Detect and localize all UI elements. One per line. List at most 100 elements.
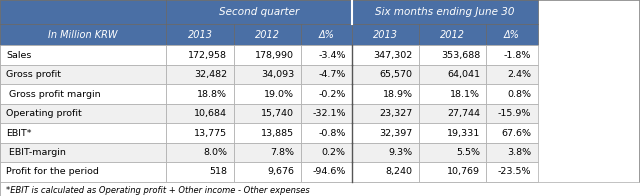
Text: -0.8%: -0.8% xyxy=(318,129,346,138)
Text: Gross profit: Gross profit xyxy=(6,70,61,79)
Text: -1.8%: -1.8% xyxy=(504,51,531,60)
Bar xyxy=(166,24,234,45)
Bar xyxy=(352,0,538,24)
Text: Profit for the period: Profit for the period xyxy=(6,168,99,176)
Bar xyxy=(486,65,538,84)
Text: -3.4%: -3.4% xyxy=(318,51,346,60)
Text: 19,331: 19,331 xyxy=(447,129,480,138)
Bar xyxy=(234,84,301,104)
Text: *EBIT is calculated as Operating profit + Other income - Other expenses: *EBIT is calculated as Operating profit … xyxy=(6,186,310,195)
Text: 32,482: 32,482 xyxy=(194,70,227,79)
Bar xyxy=(419,143,486,162)
Bar xyxy=(234,162,301,182)
Text: 518: 518 xyxy=(209,168,227,176)
Text: In Million KRW: In Million KRW xyxy=(49,30,118,40)
Text: 5.5%: 5.5% xyxy=(456,148,480,157)
Text: 19.0%: 19.0% xyxy=(264,90,294,99)
Text: 23,327: 23,327 xyxy=(380,109,413,118)
Bar xyxy=(234,143,301,162)
Bar xyxy=(166,0,352,24)
Bar xyxy=(352,24,419,45)
Bar xyxy=(234,45,301,65)
Bar xyxy=(486,123,538,143)
Text: 8,240: 8,240 xyxy=(386,168,413,176)
Bar xyxy=(419,162,486,182)
Text: 13,885: 13,885 xyxy=(261,129,294,138)
Text: 172,958: 172,958 xyxy=(188,51,227,60)
Bar xyxy=(301,84,352,104)
Bar xyxy=(166,104,234,123)
Bar xyxy=(419,65,486,84)
Bar xyxy=(0,123,166,143)
Text: 67.6%: 67.6% xyxy=(501,129,531,138)
Text: 34,093: 34,093 xyxy=(261,70,294,79)
Text: 347,302: 347,302 xyxy=(374,51,413,60)
Text: 27,744: 27,744 xyxy=(447,109,480,118)
Text: Gross profit margin: Gross profit margin xyxy=(6,90,101,99)
Text: Δ%: Δ% xyxy=(504,30,520,40)
Text: -94.6%: -94.6% xyxy=(312,168,346,176)
Text: 15,740: 15,740 xyxy=(261,109,294,118)
Text: EBIT-margin: EBIT-margin xyxy=(6,148,67,157)
Text: 18.8%: 18.8% xyxy=(197,90,227,99)
Text: 18.1%: 18.1% xyxy=(450,90,480,99)
Text: 2012: 2012 xyxy=(440,30,465,40)
Bar xyxy=(0,24,166,45)
Text: 178,990: 178,990 xyxy=(255,51,294,60)
Bar xyxy=(301,24,352,45)
Text: 2012: 2012 xyxy=(255,30,280,40)
Bar xyxy=(352,45,419,65)
Bar xyxy=(166,162,234,182)
Bar xyxy=(486,84,538,104)
Text: 2013: 2013 xyxy=(373,30,398,40)
Bar xyxy=(486,162,538,182)
Bar xyxy=(234,123,301,143)
Text: 32,397: 32,397 xyxy=(380,129,413,138)
Bar xyxy=(352,65,419,84)
Bar xyxy=(486,104,538,123)
Text: 2.4%: 2.4% xyxy=(507,70,531,79)
Bar xyxy=(166,143,234,162)
Bar xyxy=(352,123,419,143)
Text: 8.0%: 8.0% xyxy=(204,148,227,157)
Bar xyxy=(166,45,234,65)
Text: Δ%: Δ% xyxy=(319,30,334,40)
Bar xyxy=(352,162,419,182)
Bar xyxy=(419,104,486,123)
Text: -15.9%: -15.9% xyxy=(498,109,531,118)
Text: -4.7%: -4.7% xyxy=(318,70,346,79)
Bar xyxy=(0,104,166,123)
Text: 9.3%: 9.3% xyxy=(388,148,413,157)
Text: Sales: Sales xyxy=(6,51,32,60)
Text: 13,775: 13,775 xyxy=(194,129,227,138)
Bar xyxy=(419,84,486,104)
Bar xyxy=(419,45,486,65)
Bar xyxy=(0,162,166,182)
Bar xyxy=(301,65,352,84)
Text: Operating profit: Operating profit xyxy=(6,109,82,118)
Bar xyxy=(0,65,166,84)
Bar xyxy=(234,24,301,45)
Bar xyxy=(0,143,166,162)
Text: 10,684: 10,684 xyxy=(194,109,227,118)
Text: 18.9%: 18.9% xyxy=(383,90,413,99)
Text: -23.5%: -23.5% xyxy=(498,168,531,176)
Text: 9,676: 9,676 xyxy=(268,168,294,176)
Bar xyxy=(352,104,419,123)
Bar xyxy=(352,143,419,162)
Bar xyxy=(166,123,234,143)
Bar xyxy=(301,104,352,123)
Bar xyxy=(166,65,234,84)
Text: 7.8%: 7.8% xyxy=(270,148,294,157)
Bar xyxy=(486,143,538,162)
Bar xyxy=(0,84,166,104)
Bar xyxy=(301,162,352,182)
Bar xyxy=(486,45,538,65)
Text: 0.8%: 0.8% xyxy=(507,90,531,99)
Bar xyxy=(0,0,166,24)
Bar xyxy=(234,104,301,123)
Text: -0.2%: -0.2% xyxy=(318,90,346,99)
Text: 64,041: 64,041 xyxy=(447,70,480,79)
Text: 65,570: 65,570 xyxy=(380,70,413,79)
Text: 3.8%: 3.8% xyxy=(507,148,531,157)
